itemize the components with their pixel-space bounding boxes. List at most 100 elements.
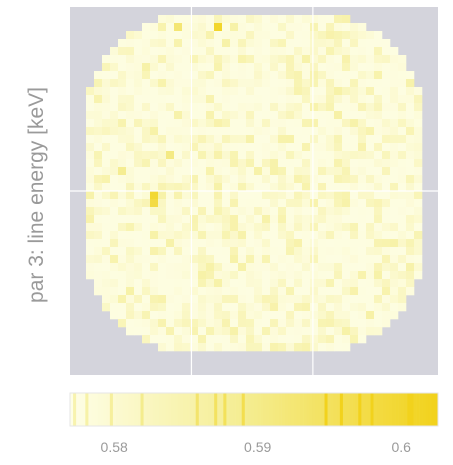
heatmap-cell	[366, 223, 375, 232]
heatmap-cell	[366, 111, 375, 120]
heatmap-cell	[198, 23, 207, 32]
color-bar-segment	[388, 393, 393, 426]
heatmap-cell	[390, 231, 399, 240]
heatmap-cell	[262, 47, 271, 56]
heatmap-cell	[374, 199, 383, 208]
color-bar-segment	[88, 393, 92, 426]
heatmap-cell	[246, 271, 255, 280]
heatmap-cell	[190, 87, 199, 96]
heatmap-cell	[406, 271, 415, 280]
heatmap-cell	[390, 127, 399, 136]
heatmap-cell	[110, 263, 119, 272]
heatmap-cell	[198, 311, 207, 320]
heatmap-cell	[190, 39, 199, 48]
heatmap-cell	[414, 191, 423, 200]
heatmap-cell	[142, 239, 151, 248]
heatmap-cell	[230, 263, 239, 272]
heatmap-cell	[222, 199, 231, 208]
heatmap-cell	[214, 127, 223, 136]
heatmap-cell	[198, 95, 207, 104]
heatmap-cell	[294, 295, 303, 304]
heatmap-cell	[334, 311, 343, 320]
heatmap-cell	[102, 255, 111, 264]
heatmap-cell	[246, 311, 255, 320]
heatmap-cell	[302, 79, 311, 88]
heatmap-cell	[190, 143, 199, 152]
heatmap-cell	[118, 103, 127, 112]
heatmap-cell	[246, 31, 255, 40]
heatmap-cell	[110, 151, 119, 160]
heatmap-cell	[198, 287, 207, 296]
heatmap-cell	[142, 199, 151, 208]
heatmap-cell	[166, 47, 175, 56]
heatmap-cell	[238, 207, 247, 216]
heatmap-cell	[126, 295, 135, 304]
heatmap-cell	[270, 159, 279, 168]
heatmap-cell	[342, 167, 351, 176]
heatmap-cell	[294, 239, 303, 248]
heatmap-cell	[222, 23, 231, 32]
heatmap-cell	[222, 215, 231, 224]
heatmap-cell	[326, 199, 335, 208]
heatmap-cell	[406, 79, 415, 88]
heatmap-cell	[342, 63, 351, 72]
heatmap-cell	[310, 23, 319, 32]
heatmap-cell	[94, 279, 103, 288]
heatmap-cell	[302, 295, 311, 304]
heatmap-cell	[398, 263, 407, 272]
heatmap-cell	[254, 335, 263, 344]
heatmap-cell	[390, 311, 399, 320]
heatmap-cell	[366, 271, 375, 280]
heatmap-cell	[190, 295, 199, 304]
heatmap-cell	[222, 31, 231, 40]
color-bar-segment	[158, 393, 163, 426]
heatmap-cell	[230, 47, 239, 56]
heatmap-cell	[174, 247, 183, 256]
heatmap-cell	[382, 199, 391, 208]
heatmap-cell	[182, 311, 191, 320]
heatmap-cell	[342, 279, 351, 288]
heatmap-cell	[414, 95, 423, 104]
heatmap-cell	[238, 287, 247, 296]
heatmap-cell	[102, 287, 111, 296]
heatmap-cell	[326, 175, 335, 184]
heatmap-cell	[158, 167, 167, 176]
heatmap-cell	[318, 263, 327, 272]
heatmap-cell	[126, 191, 135, 200]
heatmap-cell	[230, 231, 239, 240]
heatmap-cell	[350, 239, 359, 248]
heatmap-cell	[310, 143, 319, 152]
heatmap-cell	[310, 287, 319, 296]
heatmap-cell	[238, 79, 247, 88]
heatmap-cell	[94, 127, 103, 136]
color-bar-segment	[342, 393, 347, 426]
heatmap-cell	[94, 263, 103, 272]
heatmap-cell	[342, 47, 351, 56]
heatmap-cell	[294, 207, 303, 216]
color-bar-segment	[385, 393, 390, 426]
heatmap-cell	[102, 247, 111, 256]
heatmap-cell	[406, 199, 415, 208]
heatmap-cell	[134, 215, 143, 224]
heatmap-cell	[238, 295, 247, 304]
heatmap-cell	[286, 183, 295, 192]
heatmap-cell	[318, 207, 327, 216]
heatmap-cell	[102, 63, 111, 72]
heatmap-cell	[166, 199, 175, 208]
heatmap-cell	[134, 207, 143, 216]
heatmap-cell	[414, 159, 423, 168]
heatmap-cell	[374, 55, 383, 64]
heatmap-cell	[142, 183, 151, 192]
heatmap-cell	[110, 95, 119, 104]
heatmap-cell	[246, 327, 255, 336]
heatmap-cell	[270, 95, 279, 104]
heatmap-cell	[262, 71, 271, 80]
heatmap-cell	[222, 207, 231, 216]
heatmap-cell	[238, 143, 247, 152]
color-bar-segment	[355, 393, 359, 426]
heatmap-cell	[390, 55, 399, 64]
heatmap-cell	[190, 327, 199, 336]
heatmap-cell	[214, 151, 223, 160]
heatmap-cell	[150, 207, 159, 216]
heatmap-cell	[118, 247, 127, 256]
